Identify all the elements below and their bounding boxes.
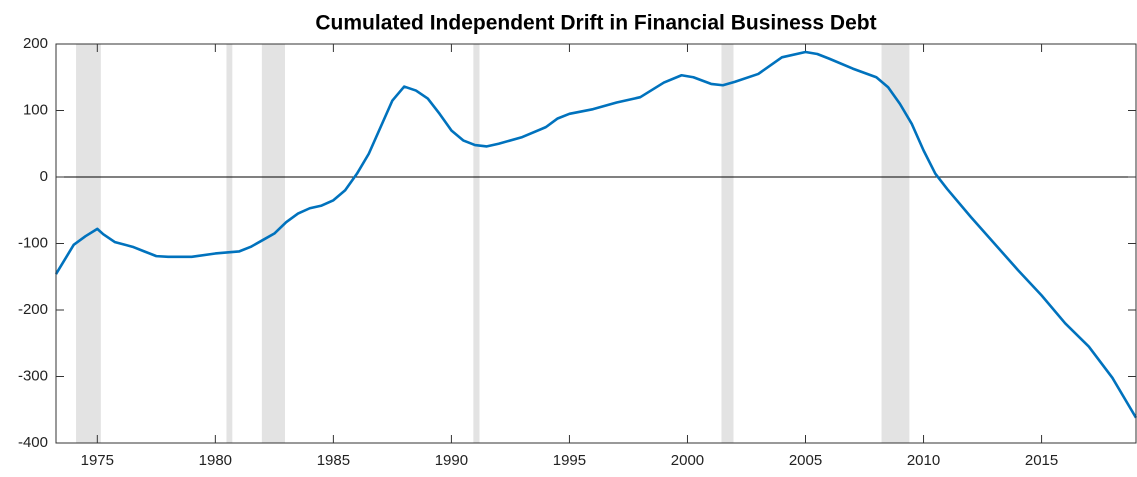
y-tick-label: -200 (18, 301, 48, 318)
recession-band (721, 44, 734, 443)
y-tick-label: -100 (18, 234, 48, 251)
x-tick-label: 2000 (671, 452, 704, 469)
x-tick-label: 2015 (1025, 452, 1058, 469)
x-tick-label: 1985 (317, 452, 350, 469)
x-tick-label: 1975 (81, 452, 114, 469)
y-tick-label: 0 (40, 168, 48, 185)
x-tick-label: 1995 (553, 452, 586, 469)
recession-band (226, 44, 233, 443)
recession-band (881, 44, 910, 443)
chart-title: Cumulated Independent Drift in Financial… (315, 12, 876, 35)
y-tick-label: -300 (18, 367, 48, 384)
x-tick-label: 2010 (907, 452, 940, 469)
data-line (54, 50, 1137, 419)
y-tick-label: 200 (23, 35, 48, 52)
x-tick-label: 1980 (199, 452, 232, 469)
recession-band (261, 44, 285, 443)
recession-band (76, 44, 101, 443)
recession-band (473, 44, 480, 443)
y-tick-label: -400 (18, 434, 48, 451)
x-tick-label: 2005 (789, 452, 822, 469)
y-tick-label: 100 (23, 101, 48, 118)
plot-frame (55, 43, 1137, 444)
x-tick-label: 1990 (435, 452, 468, 469)
